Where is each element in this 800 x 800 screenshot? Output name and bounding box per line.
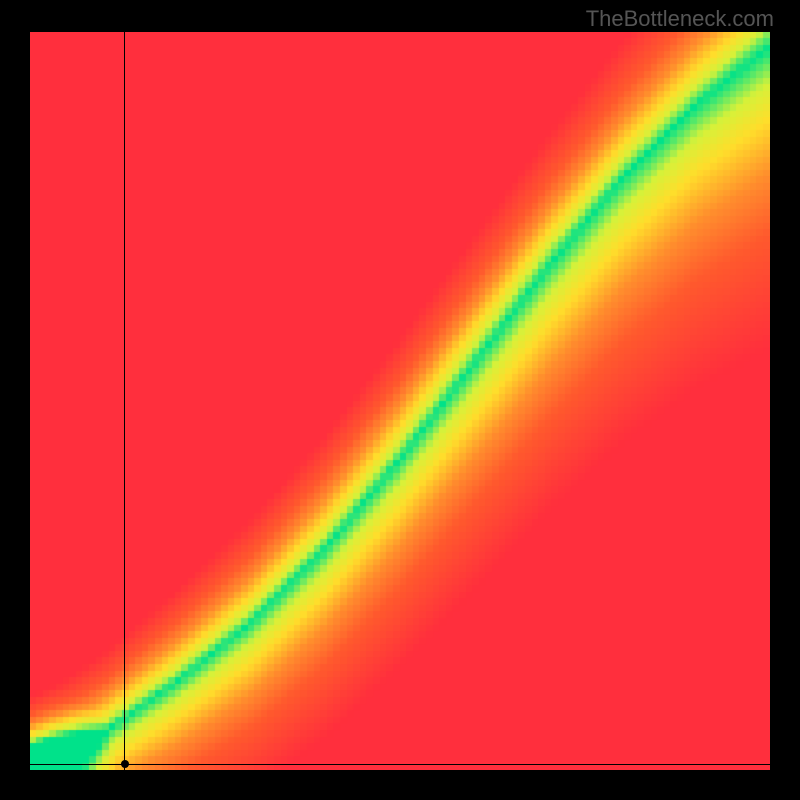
crosshair-vertical-line: [124, 32, 125, 770]
crosshair-horizontal-line: [30, 764, 770, 765]
watermark-text: TheBottleneck.com: [586, 6, 774, 32]
bottleneck-heatmap: [30, 32, 770, 770]
chart-container: { "watermark": { "text": "TheBottleneck.…: [0, 0, 800, 800]
crosshair-marker-dot: [121, 760, 129, 768]
